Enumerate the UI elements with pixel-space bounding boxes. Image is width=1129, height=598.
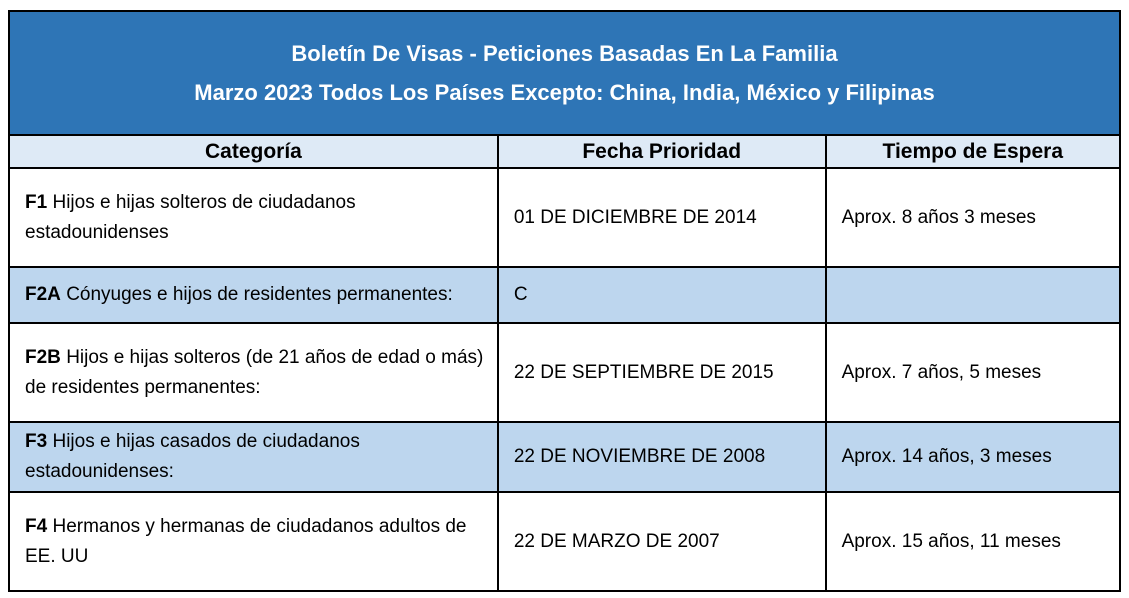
table-row-f2b: F2B Hijos e hijas solteros (de 21 años d…: [8, 322, 1122, 423]
category-text: Hijos e hijas solteros (de 21 años de ed…: [25, 346, 484, 398]
wait-time-cell: [824, 266, 1122, 324]
visa-bulletin-table: Categoría Fecha Prioridad Tiempo de Espe…: [8, 134, 1122, 592]
document: Boletín De Visas - Peticiones Basadas En…: [8, 10, 1122, 592]
category-text: Cónyuges e hijos de residentes permanent…: [66, 284, 453, 305]
category-cell: F3 Hijos e hijas casados de ciudadanos e…: [8, 421, 499, 493]
priority-date-cell: 22 DE MARZO DE 2007: [496, 491, 827, 592]
wait-time-cell: Aprox. 8 años 3 meses: [824, 167, 1122, 268]
category-cell: F2A Cónyuges e hijos de residentes perma…: [8, 266, 499, 324]
table-row-f4: F4 Hermanos y hermanas de ciudadanos adu…: [8, 491, 1122, 592]
wait-time-cell: Aprox. 14 años, 3 meses: [824, 421, 1122, 493]
wait-time-cell: Aprox. 7 años, 5 meses: [824, 322, 1122, 423]
title-block: Boletín De Visas - Peticiones Basadas En…: [8, 10, 1121, 136]
header-row: Categoría Fecha Prioridad Tiempo de Espe…: [8, 134, 1122, 169]
category-text: Hijos e hijas solteros de ciudadanos est…: [25, 191, 356, 243]
category-code: F2A: [25, 284, 61, 305]
table-row-f3: F3 Hijos e hijas casados de ciudadanos e…: [8, 421, 1122, 493]
title-line-2: Marzo 2023 Todos Los Países Excepto: Chi…: [194, 80, 935, 105]
category-code: F2B: [25, 346, 61, 368]
category-text: Hermanos y hermanas de ciudadanos adulto…: [25, 515, 467, 567]
category-code: F4: [25, 515, 48, 537]
table-row-f1: F1 Hijos e hijas solteros de ciudadanos …: [8, 167, 1122, 268]
column-header-categoria: Categoría: [8, 134, 499, 169]
category-code: F1: [25, 191, 48, 213]
priority-date-cell: 22 DE SEPTIEMBRE DE 2015: [496, 322, 827, 423]
column-header-fecha-prioridad: Fecha Prioridad: [496, 134, 827, 169]
category-cell: F2B Hijos e hijas solteros (de 21 años d…: [8, 322, 499, 423]
priority-date-cell: 22 DE NOVIEMBRE DE 2008: [496, 421, 827, 493]
priority-date-cell: C: [496, 266, 827, 324]
priority-date-cell: 01 DE DICIEMBRE DE 2014: [496, 167, 827, 268]
category-code: F3: [25, 431, 48, 452]
column-header-tiempo-de-espera: Tiempo de Espera: [824, 134, 1122, 169]
category-cell: F4 Hermanos y hermanas de ciudadanos adu…: [8, 491, 499, 592]
category-text: Hijos e hijas casados de ciudadanos esta…: [25, 431, 360, 482]
wait-time-cell: Aprox. 15 años, 11 meses: [824, 491, 1122, 592]
category-cell: F1 Hijos e hijas solteros de ciudadanos …: [8, 167, 499, 268]
title-line-1: Boletín De Visas - Peticiones Basadas En…: [291, 41, 838, 66]
table-row-f2a: F2A Cónyuges e hijos de residentes perma…: [8, 266, 1122, 324]
